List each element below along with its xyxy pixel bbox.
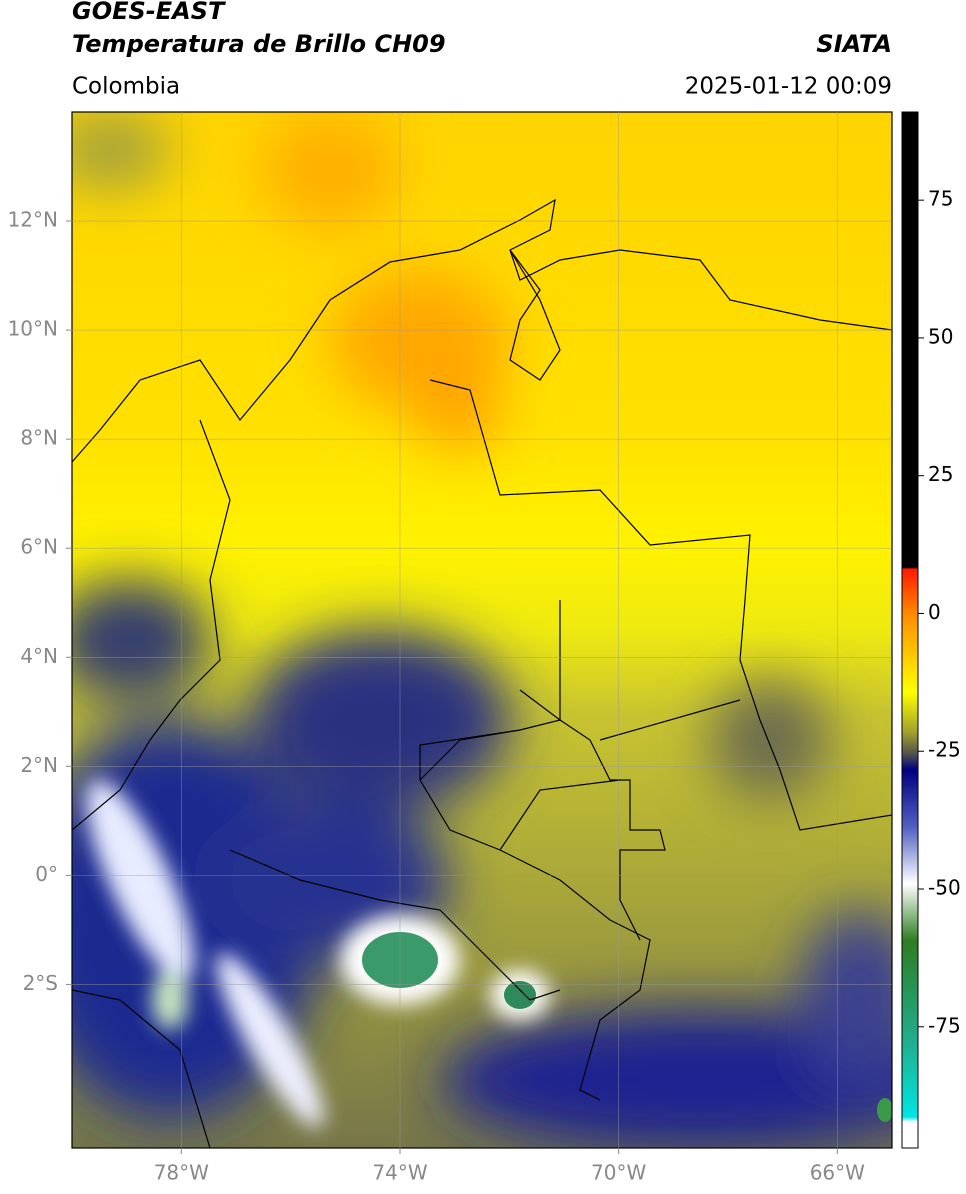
y-tick-label: 8°N [20,426,58,450]
source: SIATA [816,30,892,58]
title: GOES-EAST [72,0,226,25]
map-frame [71,111,893,1149]
colorbar-tick-label: -25 [928,738,961,762]
y-tick-label: 6°N [20,535,58,559]
region: Colombia [72,74,180,100]
x-tick-label: 66°W [810,1161,865,1185]
colorbar-tick-label: -75 [928,1013,961,1037]
y-tick-label: 2°S [23,971,58,995]
colorbar-tick-label: 50 [928,324,953,348]
subtitle: Temperatura de Brillo CH09 [72,30,446,58]
x-tick-label: 70°W [591,1161,646,1185]
imagery [72,112,892,1148]
y-tick-label: 12°N [8,208,58,232]
y-tick-label: 10°N [8,317,58,341]
x-tick-label: 78°W [154,1161,209,1185]
colorbar-tick-label: 75 [928,187,953,211]
y-tick-label: 2°N [20,753,58,777]
y-tick-label: 0° [35,862,58,886]
colorbar-tick-label: 25 [928,462,953,486]
colorbar-tick-label: 0 [928,600,941,624]
x-tick-label: 74°W [372,1161,427,1185]
y-tick-label: 4°N [20,644,58,668]
colorbar-tick-label: -50 [928,876,961,900]
colorbar [901,111,919,1149]
datetime: 2025-01-12 00:09 [685,74,892,100]
